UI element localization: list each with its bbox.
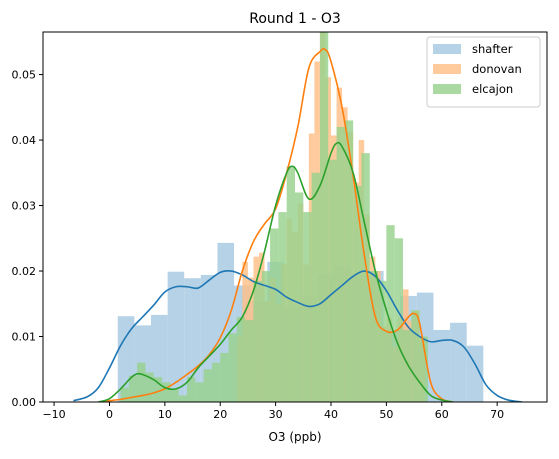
- elcajon-bar: [394, 238, 403, 402]
- x-tick-label: −10: [42, 408, 65, 421]
- elcajon-bar: [195, 382, 204, 402]
- x-tick-label: 60: [435, 408, 449, 421]
- shafter-bar: [450, 322, 467, 402]
- elcajon-bar: [128, 375, 138, 402]
- elcajon-bar: [378, 280, 387, 402]
- elcajon-kde-line: [98, 141, 453, 402]
- x-axis: −10 0 10 20 30 40 50 60 70: [42, 402, 504, 421]
- shafter-bar: [167, 271, 185, 402]
- elcajon-bar: [328, 159, 337, 402]
- legend: shafter donovan elcajon: [426, 36, 541, 108]
- x-axis-label: O3 (ppb): [268, 430, 321, 444]
- elcajon-bar: [403, 329, 412, 402]
- elcajon-bar: [344, 120, 354, 402]
- y-tick-label: 0.01: [12, 331, 37, 344]
- x-tick-label: 30: [269, 408, 283, 421]
- kde-curves: [73, 47, 523, 402]
- elcajon-bar: [303, 212, 312, 402]
- elcajon-bar: [319, 32, 329, 402]
- shafter-bar: [184, 278, 201, 402]
- elcajon-bar: [178, 395, 187, 402]
- elcajon-bar: [278, 212, 287, 402]
- elcajon-bar: [261, 271, 271, 402]
- elcajon-bar: [120, 387, 129, 402]
- elcajon-bar: [411, 310, 420, 402]
- elcajon-bar: [228, 333, 237, 402]
- elcajon-bar: [220, 352, 229, 402]
- elcajon-bar: [137, 362, 146, 402]
- elcajon-bar: [170, 388, 179, 402]
- elcajon-bar: [153, 377, 163, 402]
- elcajon-bar: [353, 185, 362, 402]
- elcajon-bar: [270, 228, 279, 402]
- elcajon-bar: [369, 271, 379, 402]
- elcajon-bar: [162, 382, 171, 402]
- y-tick-label: 0.04: [12, 134, 37, 147]
- elcajon-bar: [311, 172, 320, 402]
- elcajon-bar: [361, 153, 370, 402]
- x-tick-label: 50: [379, 408, 393, 421]
- shafter-legend-label: shafter: [472, 42, 513, 56]
- elcajon-bar: [336, 126, 345, 402]
- elcajon-bar: [295, 192, 304, 402]
- elcajon-bar: [203, 369, 212, 402]
- x-tick-label: 20: [213, 408, 227, 421]
- y-tick-label: 0.05: [12, 69, 37, 82]
- elcajon-bar: [419, 336, 428, 402]
- elcajon-bar: [245, 320, 254, 402]
- y-axis: 0.00 0.01 0.02 0.03 0.04 0.05: [12, 69, 43, 409]
- y-tick-label: 0.03: [12, 200, 37, 213]
- donovan-legend-swatch: [433, 64, 461, 74]
- x-tick-label: 0: [106, 408, 113, 421]
- chart-title: Round 1 - O3: [249, 11, 341, 27]
- elcajon-legend-swatch: [433, 84, 461, 94]
- histogram-bars: [117, 32, 484, 402]
- elcajon-bar: [386, 225, 395, 402]
- shafter-bar: [466, 345, 484, 402]
- elcajon-bar: [211, 362, 221, 402]
- x-tick-label: 10: [158, 408, 172, 421]
- elcajon-legend-label: elcajon: [472, 82, 513, 96]
- elcajon-bar: [187, 377, 196, 402]
- x-tick-label: 40: [324, 408, 338, 421]
- elcajon-bar: [253, 280, 262, 402]
- shafter-legend-swatch: [433, 44, 461, 54]
- elcajon-bar: [286, 166, 295, 402]
- y-tick-label: 0.00: [12, 396, 37, 409]
- x-tick-label: 70: [490, 408, 504, 421]
- shafter-bar: [433, 329, 451, 402]
- shafter-kde-line: [73, 270, 523, 402]
- elcajon-bar: [236, 316, 246, 402]
- elcajon-bar: [145, 372, 154, 402]
- plot-frame: [42, 31, 548, 403]
- y-tick-label: 0.02: [12, 265, 37, 278]
- donovan-legend-label: donovan: [472, 62, 522, 76]
